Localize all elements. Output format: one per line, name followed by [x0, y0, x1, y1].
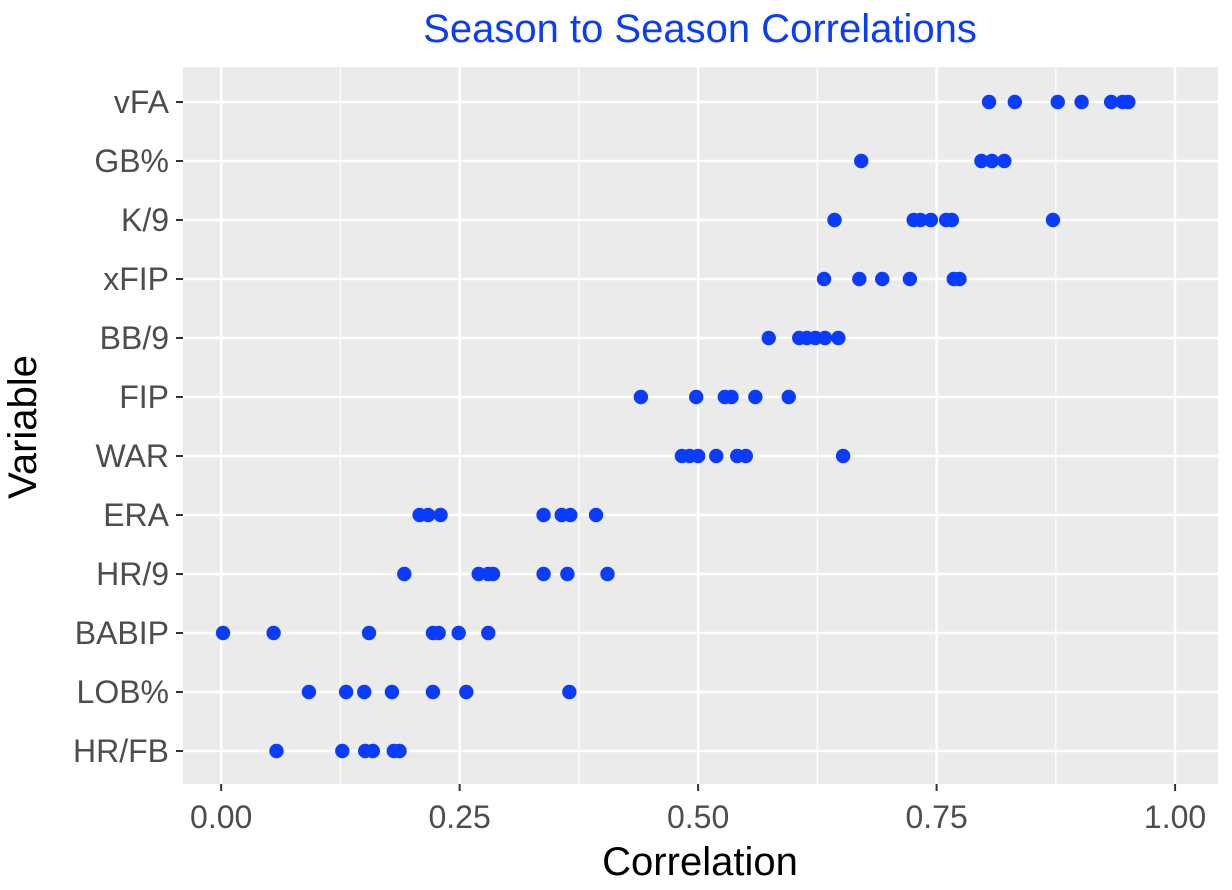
chart-title: Season to Season Correlations — [423, 7, 977, 51]
data-point — [852, 271, 867, 287]
y-tick-label: HR/FB — [73, 733, 169, 769]
x-axis-ticks: 0.00 0.25 0.50 0.75 1.00 — [190, 784, 1206, 835]
data-point — [831, 330, 846, 346]
data-point — [481, 625, 496, 641]
data-point — [1045, 212, 1061, 228]
data-point — [761, 330, 776, 346]
data-point — [875, 271, 890, 287]
data-point — [835, 448, 851, 464]
data-point — [1007, 94, 1023, 110]
y-tick-label: ERA — [103, 497, 169, 533]
y-tick-label: K/9 — [121, 202, 169, 238]
data-point — [902, 271, 918, 287]
x-tick-label: 0.25 — [428, 799, 490, 835]
y-axis-ticks: HR/FB LOB% BABIP HR/9 ERA WAR FIP BB/9 xFIP K/9 GB… — [73, 84, 183, 769]
y-tick-label: FIP — [119, 379, 169, 415]
data-point — [397, 566, 412, 582]
data-point — [600, 566, 615, 582]
data-point — [384, 684, 400, 700]
data-point — [1050, 94, 1065, 110]
data-point — [269, 743, 284, 759]
plot-panel — [183, 67, 1218, 784]
data-point — [425, 684, 441, 700]
data-point — [633, 389, 649, 405]
y-tick-label: LOB% — [77, 674, 169, 710]
data-point — [981, 94, 997, 110]
y-tick-label: GB% — [94, 143, 169, 179]
data-point — [709, 448, 724, 464]
data-point — [913, 212, 928, 228]
data-point — [724, 389, 739, 405]
y-tick-label: BABIP — [75, 615, 169, 651]
x-axis-title: Correlation — [602, 840, 798, 884]
data-point — [854, 153, 869, 169]
data-point — [997, 153, 1012, 169]
y-tick-label: HR/9 — [96, 556, 169, 592]
gridlines — [183, 67, 1218, 784]
data-point — [433, 507, 448, 523]
x-tick-label: 0.00 — [190, 799, 252, 835]
y-tick-label: BB/9 — [100, 320, 169, 356]
data-point — [536, 566, 551, 582]
data-point — [357, 684, 372, 700]
x-tick-label: 0.50 — [667, 799, 729, 835]
y-axis-title: Variable — [1, 355, 45, 499]
data-point — [536, 507, 551, 523]
data-point — [485, 566, 501, 582]
data-point — [923, 212, 939, 228]
data-point — [562, 684, 577, 700]
data-point — [588, 507, 604, 523]
data-point — [301, 684, 317, 700]
data-point — [1074, 94, 1089, 110]
data-point — [365, 743, 381, 759]
data-point — [338, 684, 354, 700]
data-point — [459, 684, 474, 700]
data-point — [944, 212, 960, 228]
data-points — [215, 94, 1136, 759]
data-point — [952, 271, 967, 287]
data-point — [974, 153, 989, 169]
data-point — [984, 153, 1000, 169]
data-point — [335, 743, 350, 759]
data-point — [420, 507, 436, 523]
data-point — [1121, 94, 1136, 110]
data-point — [816, 271, 832, 287]
x-tick-label: 0.75 — [905, 799, 967, 835]
data-point — [563, 507, 578, 523]
x-tick-label: 1.00 — [1144, 799, 1206, 835]
data-point — [827, 212, 842, 228]
data-point — [1103, 94, 1119, 110]
data-point — [431, 625, 446, 641]
data-point — [451, 625, 466, 641]
data-point — [748, 389, 763, 405]
data-point — [215, 625, 231, 641]
data-point — [781, 389, 796, 405]
data-point — [817, 330, 833, 346]
y-tick-label: vFA — [114, 84, 170, 120]
data-point — [392, 743, 407, 759]
data-point — [560, 566, 575, 582]
data-point — [690, 448, 706, 464]
data-point — [689, 389, 704, 405]
data-point — [361, 625, 377, 641]
data-point — [738, 448, 754, 464]
y-tick-label: xFIP — [103, 261, 169, 297]
data-point — [266, 625, 281, 641]
y-tick-label: WAR — [96, 438, 169, 474]
